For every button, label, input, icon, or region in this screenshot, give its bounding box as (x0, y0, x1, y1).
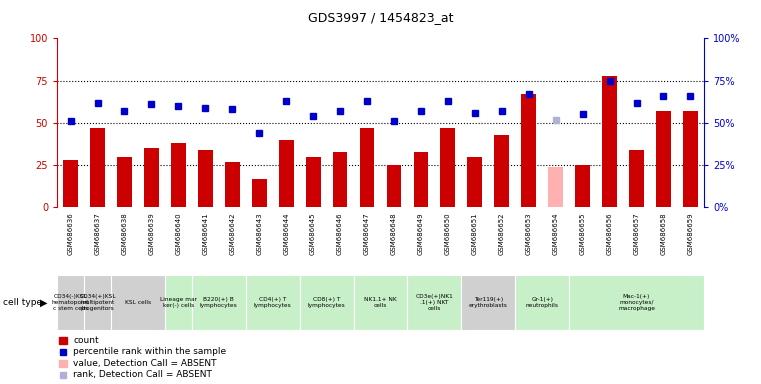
Text: GDS3997 / 1454823_at: GDS3997 / 1454823_at (307, 12, 454, 25)
Text: GSM686651: GSM686651 (472, 212, 478, 255)
Bar (63, 160, 78, 207)
Bar (192, 275, 246, 330)
Text: CD8(+) T
lymphocytes: CD8(+) T lymphocytes (307, 297, 345, 308)
Bar (360, 128, 374, 207)
Text: GSM686650: GSM686650 (445, 212, 451, 255)
Text: CD34(+)KSL
multipotent
progenitors: CD34(+)KSL multipotent progenitors (79, 294, 116, 311)
Text: value, Detection Call = ABSENT: value, Detection Call = ABSENT (73, 359, 217, 368)
Text: GSM686640: GSM686640 (175, 212, 181, 255)
Bar (441, 128, 455, 207)
Text: Gr-1(+)
neutrophils: Gr-1(+) neutrophils (526, 297, 559, 308)
Text: GSM686649: GSM686649 (418, 212, 424, 255)
Bar (252, 179, 266, 207)
Text: Ter119(+)
erythroblasts: Ter119(+) erythroblasts (469, 297, 508, 308)
Bar (548, 167, 563, 207)
Bar (629, 150, 644, 207)
Text: GSM686643: GSM686643 (256, 212, 263, 255)
Text: CD3e(+)NK1
.1(+) NKT
cells: CD3e(+)NK1 .1(+) NKT cells (416, 294, 454, 311)
Text: NK1.1+ NK
cells: NK1.1+ NK cells (364, 297, 397, 308)
Text: GSM686642: GSM686642 (229, 212, 235, 255)
Bar (246, 275, 300, 330)
Bar (198, 150, 213, 207)
Text: GSM686658: GSM686658 (661, 212, 667, 255)
Text: ▶: ▶ (40, 297, 47, 308)
Bar (144, 148, 159, 207)
Bar (521, 94, 537, 207)
Text: GSM686639: GSM686639 (148, 212, 154, 255)
Text: GSM686646: GSM686646 (337, 212, 343, 255)
Bar (387, 165, 401, 207)
Bar (171, 143, 186, 207)
Bar (461, 275, 515, 330)
Bar (495, 135, 509, 207)
Bar (84, 275, 111, 330)
Text: cell type: cell type (3, 298, 42, 307)
Bar (575, 165, 590, 207)
Bar (90, 128, 105, 207)
Text: Mac-1(+)
monocytes/
macrophage: Mac-1(+) monocytes/ macrophage (618, 294, 655, 311)
Text: GSM686659: GSM686659 (687, 212, 693, 255)
Bar (279, 140, 294, 207)
Bar (683, 111, 698, 207)
Bar (467, 157, 482, 207)
Text: GSM686653: GSM686653 (526, 212, 532, 255)
Text: Lineage mar
ker(-) cells: Lineage mar ker(-) cells (160, 297, 197, 308)
Bar (224, 162, 240, 207)
Text: rank, Detection Call = ABSENT: rank, Detection Call = ABSENT (73, 370, 212, 379)
Text: CD34(-)KSL
hematopoiet
c stem cells: CD34(-)KSL hematopoiet c stem cells (52, 294, 89, 311)
Text: B220(+) B
lymphocytes: B220(+) B lymphocytes (200, 297, 237, 308)
Text: GSM686652: GSM686652 (498, 212, 505, 255)
Bar (602, 76, 617, 207)
Text: percentile rank within the sample: percentile rank within the sample (73, 347, 226, 356)
Text: CD4(+) T
lymphocytes: CD4(+) T lymphocytes (254, 297, 291, 308)
Text: KSL cells: KSL cells (125, 300, 151, 305)
Bar (59, 360, 67, 367)
Bar (306, 157, 320, 207)
Bar (407, 275, 461, 330)
Text: GSM686656: GSM686656 (607, 212, 613, 255)
Text: GSM686655: GSM686655 (580, 212, 586, 255)
Bar (413, 152, 428, 207)
Bar (354, 275, 407, 330)
Bar (59, 337, 67, 344)
Bar (656, 111, 671, 207)
Text: GSM686645: GSM686645 (310, 212, 316, 255)
Text: GSM686637: GSM686637 (94, 212, 100, 255)
Text: GSM686657: GSM686657 (634, 212, 639, 255)
Text: GSM686641: GSM686641 (202, 212, 209, 255)
Text: GSM686654: GSM686654 (552, 212, 559, 255)
Text: GSM686644: GSM686644 (283, 212, 289, 255)
Bar (300, 275, 354, 330)
Bar (111, 275, 165, 330)
Bar (515, 275, 569, 330)
Text: count: count (73, 336, 99, 345)
Bar (333, 152, 348, 207)
Text: GSM686638: GSM686638 (122, 212, 127, 255)
Bar (165, 275, 192, 330)
Text: GSM686636: GSM686636 (68, 212, 74, 255)
Text: GSM686647: GSM686647 (364, 212, 370, 255)
Bar (569, 275, 704, 330)
Bar (57, 275, 84, 330)
Bar (117, 157, 132, 207)
Text: GSM686648: GSM686648 (391, 212, 397, 255)
